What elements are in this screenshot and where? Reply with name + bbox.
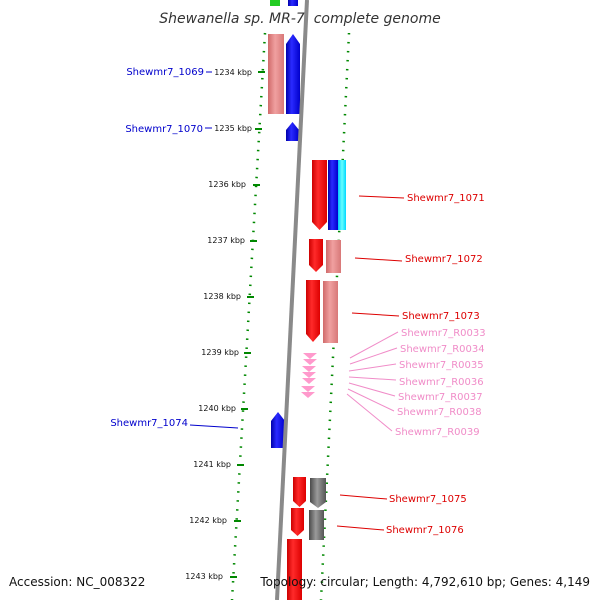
tick-label: 1235 kbp	[214, 124, 252, 133]
gene-1069-faded-block[interactable]	[268, 34, 284, 114]
rna-label-shewmr7-r0038[interactable]: Shewmr7_R0038	[397, 407, 482, 418]
gene-1076-arrow[interactable]	[291, 508, 304, 536]
gene-1070-arrow[interactable]	[286, 122, 299, 141]
rna-label-shewmr7-r0035[interactable]: Shewmr7_R0035	[399, 360, 484, 371]
rna-label-shewmr7-r0034[interactable]: Shewmr7_R0034	[400, 344, 485, 355]
gene-label-shewmr7-1074[interactable]: Shewmr7_1074	[110, 418, 188, 429]
rna-label-shewmr7-r0033[interactable]: Shewmr7_R0033	[401, 328, 486, 339]
gene-label-shewmr7-1076[interactable]: Shewmr7_1076	[386, 525, 464, 536]
tick-label: 1237 kbp	[207, 236, 245, 245]
tick-label: 1239 kbp	[201, 348, 239, 357]
gene-1076-pseudo-block[interactable]	[309, 510, 324, 540]
gene-label-shewmr7-1073[interactable]: Shewmr7_1073	[402, 311, 480, 322]
top-green-gene[interactable]	[270, 0, 280, 6]
genome-backbone	[275, 0, 309, 600]
gene-label-shewmr7-1071[interactable]: Shewmr7_1071	[407, 193, 485, 204]
top-blue-gene[interactable]	[288, 0, 298, 6]
gene-1072-arrow[interactable]	[309, 239, 323, 272]
gene-1075-pseudo-block[interactable]	[310, 478, 326, 508]
gene-1072-faded-block[interactable]	[326, 240, 341, 273]
trna-cluster[interactable]	[301, 353, 317, 398]
gene-1071-cyan-block[interactable]	[338, 160, 346, 230]
gene-1071-blue-block[interactable]	[328, 160, 338, 230]
kbp-ticks	[230, 71, 265, 578]
gene-1069-arrow[interactable]	[286, 34, 300, 114]
gene-label-shewmr7-1069[interactable]: Shewmr7_1069	[126, 67, 204, 78]
gene-1073-arrow[interactable]	[306, 280, 320, 342]
kbp-tick-labels: 1234 kbp 1235 kbp 1236 kbp 1237 kbp 1238…	[185, 68, 252, 581]
gene-label-shewmr7-1072[interactable]: Shewmr7_1072	[405, 254, 483, 265]
genome-title: Shewanella sp. MR-7, complete genome	[159, 11, 440, 27]
gene-1071-arrow[interactable]	[312, 160, 327, 230]
rna-label-shewmr7-r0036[interactable]: Shewmr7_R0036	[399, 377, 484, 388]
tick-label: 1236 kbp	[208, 180, 246, 189]
gene-label-shewmr7-1075[interactable]: Shewmr7_1075	[389, 494, 467, 505]
tick-label: 1234 kbp	[214, 68, 252, 77]
accession-text: Accession: NC_008322	[9, 575, 145, 589]
leader-lines	[189, 71, 405, 531]
rna-label-shewmr7-r0039[interactable]: Shewmr7_R0039	[395, 427, 480, 438]
tick-label: 1238 kbp	[203, 292, 241, 301]
tick-label: 1242 kbp	[189, 516, 227, 525]
tick-label: 1240 kbp	[198, 404, 236, 413]
gene-label-shewmr7-1070[interactable]: Shewmr7_1070	[125, 124, 203, 135]
left-dotted-track	[230, 32, 267, 600]
gene-1074-arrow[interactable]	[271, 412, 285, 448]
gene-1075-arrow[interactable]	[293, 477, 306, 507]
topology-summary: Topology: circular; Length: 4,792,610 bp…	[259, 575, 590, 589]
tick-label: 1243 kbp	[185, 572, 223, 581]
bottom-red-gene[interactable]	[287, 539, 302, 600]
rna-label-shewmr7-r0037[interactable]: Shewmr7_R0037	[398, 392, 483, 403]
tick-label: 1241 kbp	[193, 460, 231, 469]
gene-1073-faded-block[interactable]	[323, 281, 338, 343]
